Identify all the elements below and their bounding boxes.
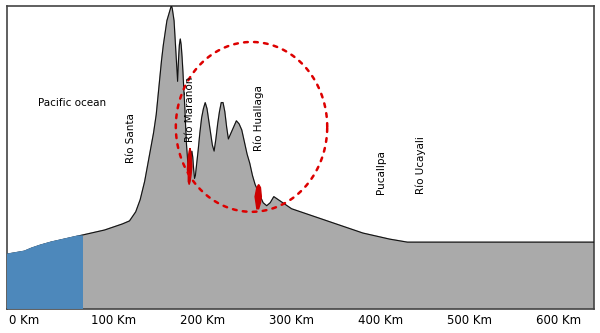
Text: Río Marañon: Río Marañon <box>185 77 195 142</box>
Polygon shape <box>187 148 192 184</box>
Text: Pacific ocean: Pacific ocean <box>38 98 106 108</box>
Text: Río Huallaga: Río Huallaga <box>253 85 264 151</box>
Polygon shape <box>255 184 262 209</box>
Polygon shape <box>7 6 595 309</box>
Text: Río Ucayali: Río Ucayali <box>416 136 426 193</box>
Text: Pucallpa: Pucallpa <box>376 150 386 193</box>
Polygon shape <box>7 236 82 309</box>
Text: Río Santa: Río Santa <box>126 114 136 163</box>
